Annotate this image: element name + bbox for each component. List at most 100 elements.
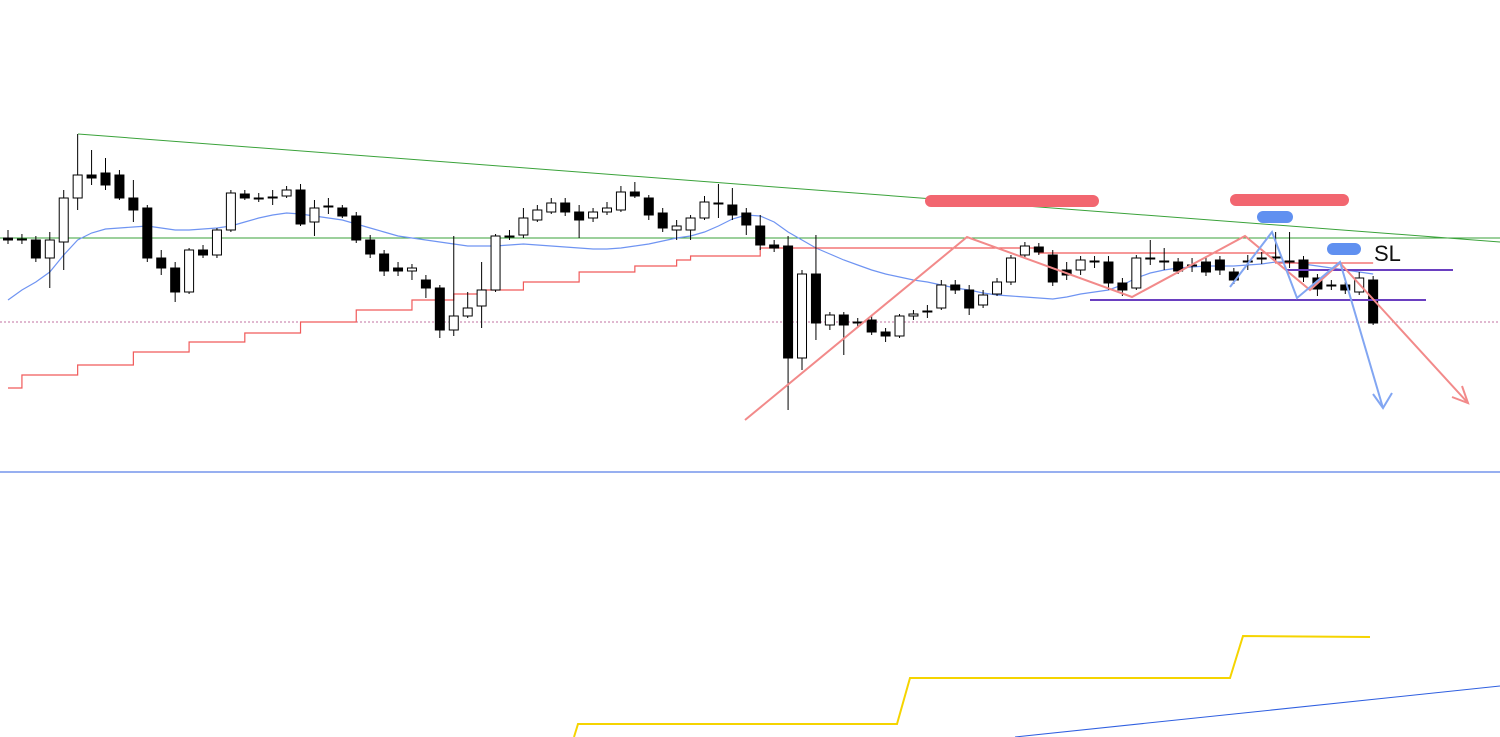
annotations: SL xyxy=(77,133,1500,421)
candle-body xyxy=(420,279,431,289)
candle-body xyxy=(797,273,808,359)
candle-body xyxy=(198,249,209,256)
candle-body xyxy=(908,313,919,317)
candle-body xyxy=(1103,261,1114,284)
drawings xyxy=(0,237,1500,737)
candle-body xyxy=(379,253,390,272)
candle-body xyxy=(560,202,571,213)
candle-body xyxy=(170,267,181,293)
candle-body xyxy=(532,209,543,221)
candle-body xyxy=(156,257,167,269)
candle-body xyxy=(978,294,989,306)
trend-line xyxy=(1014,685,1500,737)
candle-body xyxy=(1214,259,1225,271)
candle-body xyxy=(114,174,125,199)
candle-body xyxy=(629,191,640,197)
candle-body xyxy=(727,204,738,216)
candle-body xyxy=(1256,257,1267,260)
candle-body xyxy=(601,207,612,213)
candle-body xyxy=(824,314,835,326)
candle-body xyxy=(518,217,529,236)
candle-body xyxy=(615,191,626,211)
arrow-head xyxy=(1372,392,1393,410)
candle-body xyxy=(365,239,376,255)
candle-body xyxy=(950,284,961,291)
candle-body xyxy=(1284,260,1295,263)
candle-body xyxy=(86,174,97,179)
candle-body xyxy=(671,225,682,231)
candle-body xyxy=(1019,245,1030,256)
candle-body xyxy=(1200,261,1211,273)
candle-body xyxy=(337,207,348,217)
candle-body xyxy=(462,307,473,317)
candle-body xyxy=(1089,260,1100,263)
candle-body xyxy=(699,201,710,219)
candle-body xyxy=(225,192,236,231)
candle-body xyxy=(128,197,139,211)
candle-body xyxy=(1033,246,1044,253)
candle-body xyxy=(490,235,501,291)
candle-body xyxy=(142,207,153,259)
candle-body xyxy=(58,197,69,243)
step-indicator xyxy=(8,247,1374,389)
candle-body xyxy=(253,197,264,200)
candle-body xyxy=(894,315,905,337)
candle-body xyxy=(1326,284,1337,287)
candle-body xyxy=(1075,259,1086,271)
candle-body xyxy=(295,189,306,225)
candle-body xyxy=(1131,257,1142,289)
candle-body xyxy=(184,249,195,293)
candle-body xyxy=(769,244,780,249)
candle-body xyxy=(755,225,766,246)
candle-body xyxy=(309,207,320,223)
candle-body xyxy=(3,237,13,241)
candle-body xyxy=(964,289,975,309)
candle-body xyxy=(657,212,668,229)
candle-body xyxy=(1298,259,1309,278)
candle-body xyxy=(434,287,445,331)
candle-body xyxy=(713,202,724,205)
candle-body xyxy=(30,239,41,259)
annotation-label: SL xyxy=(1374,241,1401,266)
candle-body xyxy=(838,314,849,326)
candle-body xyxy=(922,310,933,313)
candle-body xyxy=(1145,257,1156,260)
candle-body xyxy=(504,235,515,238)
candle-body xyxy=(936,284,947,309)
candle-body xyxy=(546,202,557,213)
candle-body xyxy=(1340,284,1351,291)
candle-body xyxy=(16,238,27,241)
candle-body xyxy=(1368,279,1379,324)
wave-path xyxy=(1229,229,1384,409)
trend-line xyxy=(77,133,1500,243)
candle-body xyxy=(574,211,585,221)
candle-body xyxy=(239,193,250,199)
arrow-head xyxy=(1451,385,1470,405)
candle-body xyxy=(448,315,459,331)
candle-body xyxy=(211,229,222,256)
candle-body xyxy=(992,281,1003,295)
candle-body xyxy=(100,172,111,186)
candle-body xyxy=(783,245,794,359)
candle-body xyxy=(866,319,877,333)
candle-body xyxy=(741,212,752,226)
candle-body xyxy=(281,189,292,197)
candle-body xyxy=(44,239,55,259)
candle-body xyxy=(1242,260,1253,263)
candle-body xyxy=(1117,282,1128,291)
candle-body xyxy=(1159,260,1170,263)
candle-body xyxy=(267,196,278,199)
candle-body xyxy=(685,217,696,231)
candle-body xyxy=(588,211,599,219)
candle-body xyxy=(880,331,891,337)
candle-body xyxy=(351,215,362,241)
candle-body xyxy=(810,273,821,324)
candle-body xyxy=(72,174,83,199)
candle-body xyxy=(406,267,417,272)
step-line xyxy=(573,634,1371,737)
candles xyxy=(3,134,1379,410)
candle-body xyxy=(323,205,334,208)
candle-body xyxy=(643,197,654,216)
